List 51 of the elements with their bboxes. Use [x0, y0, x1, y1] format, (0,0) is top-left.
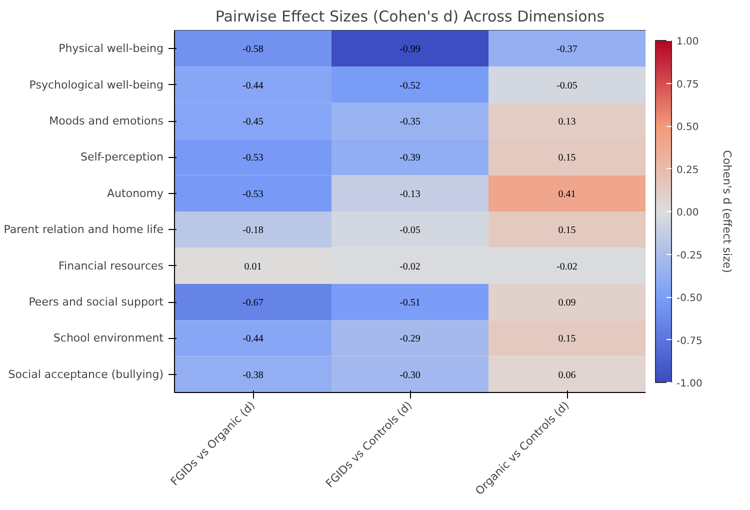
data-label: -0.18	[242, 225, 264, 236]
data-label: -0.37	[556, 44, 578, 56]
color-bar-label: -0.50	[676, 293, 702, 304]
color-bar-title: Cohen's d (effect size)	[720, 150, 734, 273]
data-label: -0.52	[400, 80, 420, 92]
y-tick-label: School environment	[53, 332, 164, 345]
color-bar-label: 0.50	[676, 122, 699, 133]
y-tick-label: Peers and social support	[28, 296, 164, 308]
y-tick-label: Self-perception	[80, 150, 164, 164]
chart-title: Pairwise Effect Sizes (Cohen's d) Across Dimensions	[215, 8, 605, 26]
data-label: -0.02	[400, 261, 420, 272]
data-label: -0.05	[556, 80, 578, 92]
color-bar-label: 1.00	[676, 36, 699, 48]
data-label: 0.09	[558, 298, 576, 308]
data-label: -0.67	[242, 298, 264, 308]
data-label: 0.41	[558, 188, 576, 200]
y-tick-label: Autonomy	[107, 186, 164, 200]
data-label: -0.53	[242, 188, 264, 200]
data-label: -0.99	[400, 44, 420, 56]
data-label: -0.30	[400, 370, 420, 381]
data-label: -0.13	[400, 188, 420, 200]
data-label: -0.05	[400, 225, 420, 236]
y-tick-label: Physical well-being	[58, 42, 164, 56]
data-label: -0.53	[242, 152, 264, 164]
y-tick-label: Financial resources	[58, 259, 164, 272]
data-label: -0.51	[400, 298, 420, 308]
data-label: 0.15	[558, 334, 576, 345]
data-label: -0.58	[242, 44, 264, 56]
y-tick-label: Parent relation and home life	[4, 223, 164, 236]
color-bar-label: -0.25	[676, 250, 702, 262]
data-label: 0.13	[558, 116, 576, 128]
data-label: -0.44	[242, 334, 264, 345]
color-bar-label: 0.25	[676, 164, 699, 176]
y-tick-label: Social acceptance (bullying)	[8, 368, 164, 381]
data-label: -0.35	[400, 116, 420, 128]
y-tick-label: Psychological well-being	[29, 78, 164, 92]
data-label: 0.01	[244, 261, 262, 272]
data-label: -0.02	[556, 261, 578, 272]
data-label: -0.38	[242, 370, 264, 381]
data-label: -0.45	[242, 116, 264, 128]
data-label: 0.15	[558, 225, 576, 236]
data-label: -0.29	[400, 334, 420, 345]
color-bar-label: -1.00	[676, 378, 702, 390]
data-label: -0.39	[400, 152, 420, 164]
y-tick-label: Moods and emotions	[49, 114, 164, 128]
data-label: 0.06	[558, 370, 576, 381]
data-label: 0.15	[558, 152, 576, 164]
color-bar-label: 0.75	[676, 79, 699, 90]
color-bar-label: 0.00	[676, 208, 699, 218]
data-label: -0.44	[242, 80, 264, 92]
color-bar-label: -0.75	[676, 336, 702, 347]
